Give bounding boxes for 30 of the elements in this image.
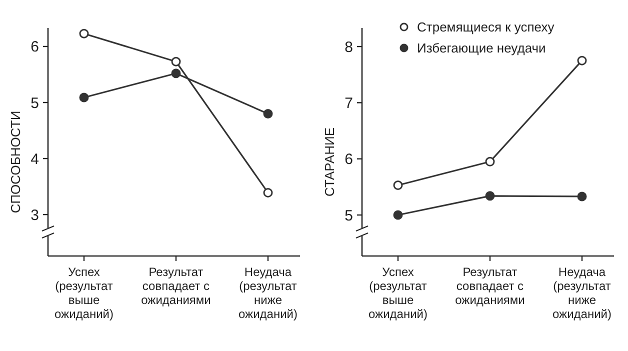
y-axis-title: СТАРАНИЕ xyxy=(322,127,337,197)
x-tick-label: Успех (результат выше ожиданий) xyxy=(368,265,428,321)
y-tick-label: 6 xyxy=(30,38,39,56)
y-tick-label: 5 xyxy=(30,94,39,112)
point xyxy=(171,68,181,78)
point xyxy=(263,188,273,198)
x-tick-label: Результат совпадает с ожиданиями xyxy=(141,265,211,307)
y-tick-label: 6 xyxy=(344,151,353,168)
point xyxy=(263,108,273,118)
point xyxy=(485,156,495,166)
legend-label: Избегающие неудачи xyxy=(417,40,546,56)
point xyxy=(79,28,89,38)
x-tick-label: Неудача (результат ниже ожиданий) xyxy=(238,265,298,321)
x-tick-label: Успех (результат выше ожиданий) xyxy=(54,265,114,321)
x-tick-label: Результат совпадает с ожиданиями xyxy=(455,265,525,307)
point xyxy=(393,210,403,220)
point xyxy=(485,191,495,201)
y-tick-label: 4 xyxy=(30,150,39,168)
point xyxy=(577,192,587,202)
y-tick-label: 5 xyxy=(344,207,353,224)
point xyxy=(577,56,587,66)
y-axis-title: СПОСОБНОСТИ xyxy=(8,110,23,214)
y-tick-label: 3 xyxy=(30,206,39,224)
legend-label: Стремящиеся к успеху xyxy=(417,20,555,35)
point xyxy=(79,92,89,102)
y-tick-label: 7 xyxy=(344,94,353,112)
point xyxy=(393,180,403,190)
point xyxy=(171,56,181,66)
y-tick-label: 8 xyxy=(344,38,353,56)
x-tick-label: Неудача (результат ниже ожиданий) xyxy=(552,265,612,321)
